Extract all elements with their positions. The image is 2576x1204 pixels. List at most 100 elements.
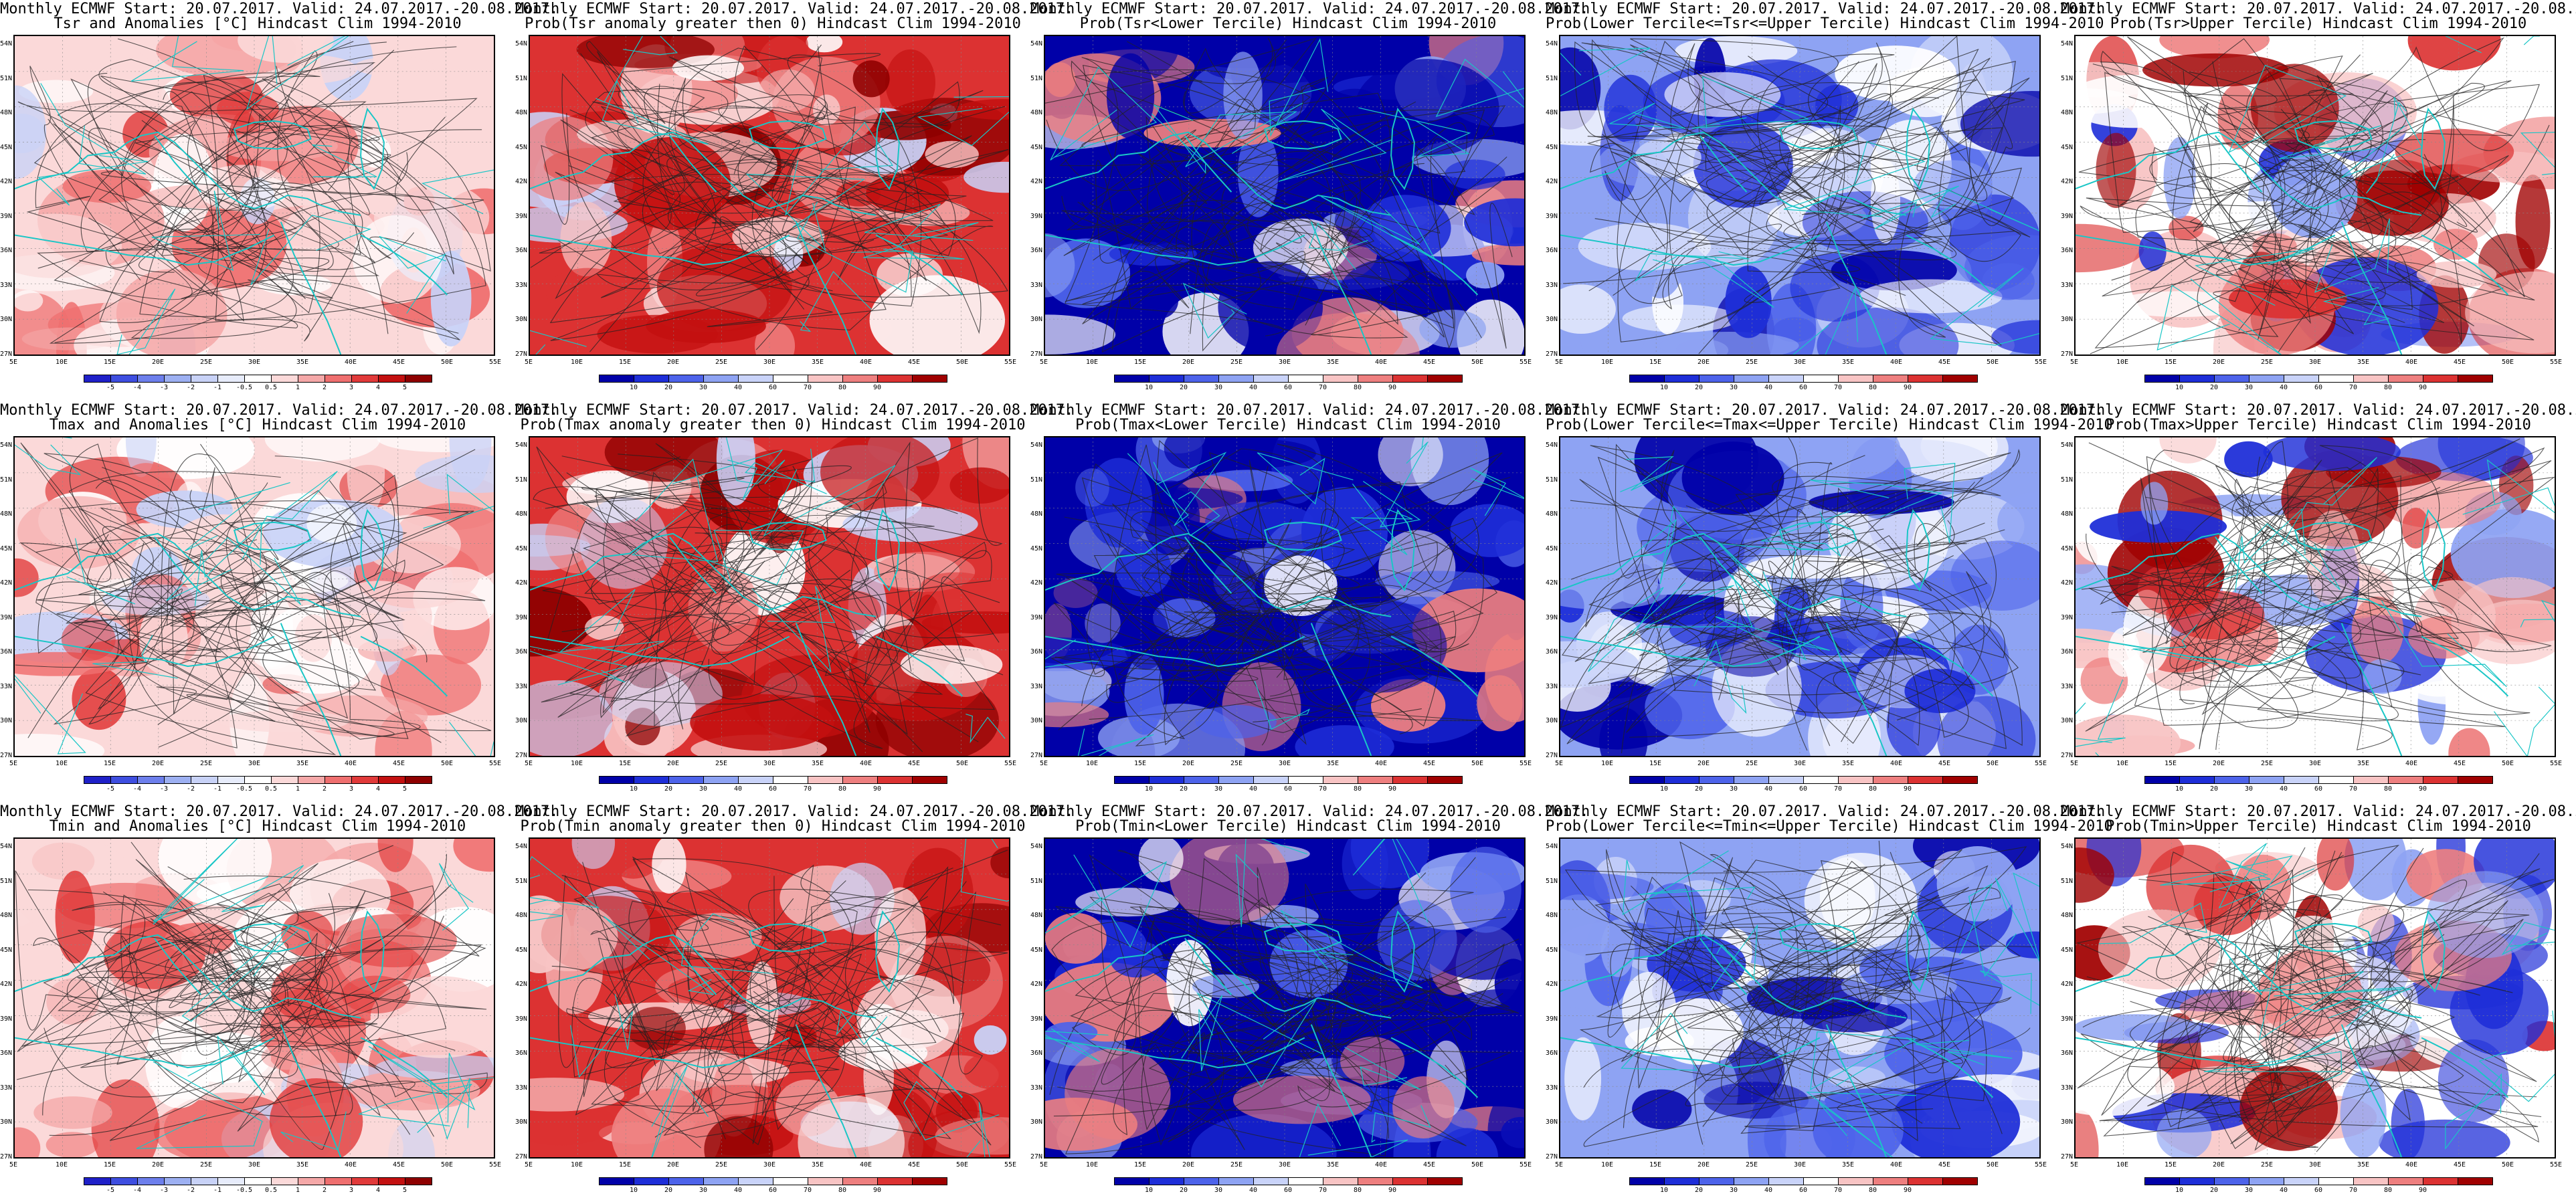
- country-border: [187, 1035, 266, 1096]
- colorbar-cell: [244, 375, 272, 383]
- colorbar-tick-label: 40: [1764, 1187, 1773, 1194]
- longitude-label: 40E: [1374, 760, 1388, 767]
- coastline: [1045, 910, 1479, 1157]
- climatology-contour: [1630, 44, 1966, 256]
- climatology-contour: [2076, 851, 2342, 1136]
- country-border: [1639, 886, 1756, 937]
- coastline: [1045, 508, 1479, 756]
- colorbar-cell: [351, 1177, 379, 1185]
- latitude-label: 36N: [0, 247, 13, 255]
- colorbar-cell: [1427, 1177, 1463, 1185]
- country-border: [917, 96, 1009, 146]
- country-border: [1235, 839, 1308, 927]
- longitude-label: 25E: [2260, 359, 2274, 366]
- colorbar: [599, 776, 947, 784]
- panel-title: Prob(Lower Tercile<=Tmin<=Upper Tercile)…: [1546, 818, 2113, 835]
- longitude-label: 50E: [1986, 1161, 1999, 1169]
- colorbar-cell: [1734, 776, 1769, 784]
- shaded-region: [116, 269, 227, 355]
- colorbar-cell: [1908, 1177, 1943, 1185]
- climatology-contour: [662, 509, 898, 666]
- colorbar-cell: [1218, 776, 1254, 784]
- country-border: [1620, 456, 1684, 492]
- colorbar-cell: [703, 375, 739, 383]
- forecast-panel-r2c4: Monthly ECMWF Start: 20.07.2017. Valid: …: [1546, 401, 2113, 803]
- longitude-label: 50E: [2501, 359, 2514, 366]
- climatology-contour: [1645, 867, 1987, 1102]
- climatology-contour: [2183, 70, 2535, 340]
- shaded-region: [921, 611, 1009, 634]
- colorbar: [2144, 776, 2493, 784]
- longitude-label: 50E: [1986, 760, 1999, 767]
- climatology-contour: [1562, 494, 2019, 738]
- climatology-contour: [2080, 872, 2371, 1130]
- country-border: [595, 80, 709, 145]
- coastline: [530, 107, 963, 355]
- country-border: [1352, 839, 1429, 923]
- longitude-label: 25E: [2260, 760, 2274, 767]
- shaded-region: [1045, 233, 1075, 298]
- colorbar-tick-label: 70: [1318, 384, 1327, 391]
- climatology-contour: [1049, 857, 1511, 1108]
- shaded-region: [1143, 118, 1281, 148]
- longitude-label: 25E: [715, 760, 728, 767]
- latitude-label: 45N: [2061, 544, 2074, 553]
- colorbar-cell: [1184, 375, 1219, 383]
- longitude-label: 20E: [151, 359, 165, 366]
- shaded-region: [652, 839, 686, 894]
- colorbar-tick-label: 80: [1353, 384, 1362, 391]
- colorbar-tick-label: -2: [186, 1187, 195, 1194]
- longitude-label: 55E: [2034, 359, 2047, 366]
- longitude-label: 20E: [2212, 1161, 2225, 1169]
- colorbar-tick-label: 20: [664, 384, 673, 391]
- longitude-label: 10E: [570, 359, 583, 366]
- country-border: [2494, 686, 2555, 756]
- colorbar-cell: [1942, 375, 1978, 383]
- colorbar-tick-label: 80: [838, 1187, 847, 1194]
- colorbar-tick-label: 3: [349, 1187, 354, 1194]
- latitude-label: 51N: [515, 877, 528, 885]
- colorbar-cell: [2284, 375, 2319, 383]
- longitude-label: 50E: [955, 359, 969, 366]
- longitude-label: 45E: [1938, 760, 1951, 767]
- climatology-contour: [2142, 445, 2552, 653]
- longitude-label: 25E: [715, 1161, 728, 1169]
- colorbar-cell: [137, 375, 165, 383]
- colorbar-cell: [703, 1177, 739, 1185]
- panel-header: Monthly ECMWF Start: 20.07.2017. Valid: …: [515, 803, 1074, 820]
- country-border: [1930, 268, 2039, 346]
- shaded-region: [2138, 231, 2167, 272]
- longitude-label: 30E: [763, 359, 776, 366]
- climatology-contour: [2140, 476, 2555, 699]
- latitude-label: 45N: [515, 143, 528, 151]
- longitude-label: 35E: [2357, 1161, 2370, 1169]
- colorbar-tick-label: 2: [322, 384, 327, 391]
- colorbar-cell: [842, 776, 878, 784]
- colorbar-cell: [668, 776, 704, 784]
- longitude-label: 10E: [55, 760, 68, 767]
- colorbar-tick-label: 40: [733, 1187, 743, 1194]
- colorbar-cell: [1942, 1177, 1978, 1185]
- colorbar-cell: [1803, 1177, 1839, 1185]
- colorbar-tick-label: 40: [2279, 1187, 2288, 1194]
- country-border: [438, 863, 474, 931]
- climatology-contour: [566, 881, 967, 1140]
- shaded-region: [2108, 627, 2140, 678]
- latitude-label: 54N: [515, 441, 528, 449]
- colorbar-cell: [298, 776, 325, 784]
- climatology-contour: [69, 443, 474, 714]
- colorbar-cell: [738, 1177, 773, 1185]
- climatology-contour: [1570, 452, 2011, 676]
- country-border: [1861, 185, 1959, 230]
- colorbar-cell: [1873, 776, 1908, 784]
- longitude-label: 55E: [488, 1161, 502, 1169]
- colorbar-tick-label: 5: [402, 1187, 407, 1194]
- shaded-region: [2340, 1070, 2387, 1157]
- shaded-region: [1232, 1076, 1371, 1124]
- colorbar-cell: [808, 1177, 843, 1185]
- latitude-label: 54N: [1546, 40, 1558, 47]
- country-border: [2462, 459, 2555, 515]
- longitude-label: 40E: [1890, 760, 1903, 767]
- shaded-region: [330, 914, 457, 968]
- country-border: [423, 474, 494, 529]
